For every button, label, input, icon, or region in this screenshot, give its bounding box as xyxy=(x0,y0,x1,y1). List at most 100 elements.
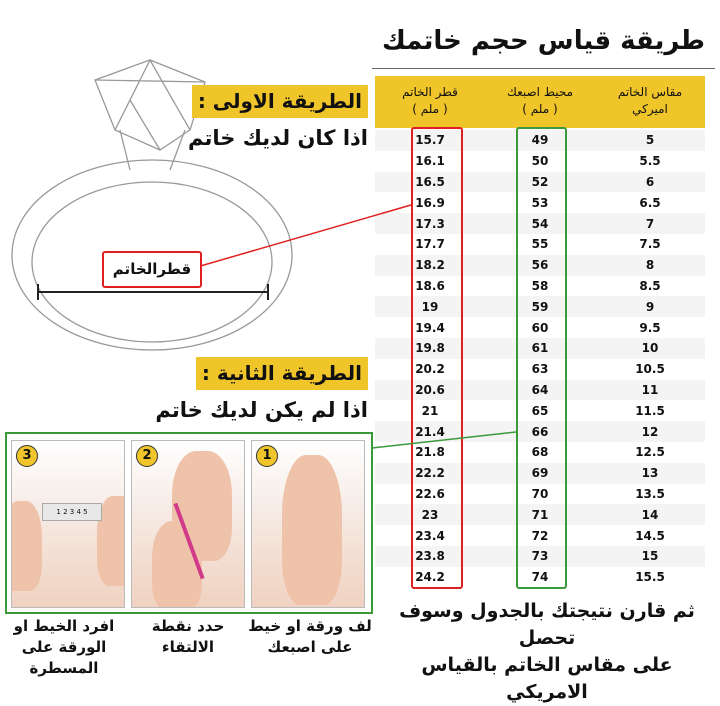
steps-panel: 3 1 2 3 4 5 2 1 xyxy=(5,432,373,614)
header-us-size: مقاس الخاتم اميركي xyxy=(617,85,683,116)
table-row: 22.6 70 13.5 xyxy=(375,484,705,505)
method1-label: الطريقة الاولى : xyxy=(191,85,368,118)
method2-label: الطريقة الثانية : xyxy=(195,357,368,390)
circumference-highlight xyxy=(516,127,567,589)
divider xyxy=(372,68,715,69)
us-size-cell: 11 xyxy=(641,382,659,397)
step2-caption: حدد نقطة الالتقاء xyxy=(151,617,225,656)
step3-badge: 3 xyxy=(16,445,38,467)
green-connector xyxy=(371,431,517,449)
table-row: 22.2 69 13 xyxy=(375,462,705,484)
diameter-cell: 15.7 xyxy=(415,133,445,148)
table-row: 20.2 63 10.5 xyxy=(375,359,705,380)
table-row: 19 59 9 xyxy=(375,296,705,318)
size-table: 15.7 49 5 16.1 50 5.5 16.5 52 6 16.9 53 6.5 17.3 54 7 1… xyxy=(375,130,705,588)
circumference-cell: 60 xyxy=(531,320,549,335)
step2-photo: 2 xyxy=(131,440,245,608)
circumference-cell: 64 xyxy=(531,382,549,397)
us-size-cell: 12 xyxy=(641,424,659,439)
footer-instructions: ثم قارن نتيجتك بالجدول وسوف تحصل على مقاس… xyxy=(399,600,695,703)
diameter-highlight xyxy=(411,127,463,589)
page-title: طريقة قياس حجم خاتمك xyxy=(381,26,706,56)
step3-caption: افرد الخيط او الورقة على المسطرة xyxy=(13,617,115,677)
table-row: 18.2 56 8 xyxy=(375,254,705,276)
circumference-cell: 59 xyxy=(531,299,549,314)
circumference-cell: 54 xyxy=(531,216,549,231)
circumference-cell: 65 xyxy=(531,403,549,418)
table-row: 23 71 14 xyxy=(375,504,705,526)
red-connector xyxy=(196,204,412,268)
circumference-cell: 74 xyxy=(531,570,549,585)
step1-badge: 1 xyxy=(256,445,278,467)
diameter-cell: 18.2 xyxy=(415,258,445,273)
step2-badge: 2 xyxy=(136,445,158,467)
table-row: 21.8 68 12.5 xyxy=(375,442,705,463)
diameter-cell: 19 xyxy=(421,299,439,314)
step1-photo: 1 xyxy=(251,440,365,608)
table-row: 16.1 50 5.5 xyxy=(375,151,705,172)
ruler-icon: 1 2 3 4 5 xyxy=(42,503,102,521)
diameter-cell: 23.4 xyxy=(415,528,445,543)
step1-caption: لف ورقة او خيط على اصبعك xyxy=(248,617,372,656)
circumference-cell: 58 xyxy=(531,278,549,293)
table-row: 16.5 52 6 xyxy=(375,171,705,193)
diameter-cell: 21.4 xyxy=(415,424,445,439)
circumference-cell: 66 xyxy=(531,424,549,439)
method1-text: اذا كان لديك خاتم xyxy=(188,126,368,150)
ring-band-inner xyxy=(31,181,273,343)
circumference-cell: 50 xyxy=(531,154,549,169)
us-size-cell: 8.5 xyxy=(639,278,661,293)
circumference-cell: 68 xyxy=(531,445,549,460)
table-row: 21.4 66 12 xyxy=(375,421,705,442)
table-row: 20.6 64 11 xyxy=(375,379,705,401)
diameter-cell: 19.8 xyxy=(415,341,445,356)
us-size-cell: 9.5 xyxy=(639,320,661,335)
diameter-label: قطرالخاتم xyxy=(102,251,202,288)
table-row: 17.7 55 7.5 xyxy=(375,234,705,255)
us-size-cell: 8 xyxy=(645,258,655,273)
circumference-cell: 72 xyxy=(531,528,549,543)
table-row: 19.4 60 9.5 xyxy=(375,317,705,338)
circumference-cell: 63 xyxy=(531,362,549,377)
diameter-cell: 20.6 xyxy=(415,382,445,397)
us-size-cell: 9 xyxy=(645,299,655,314)
circumference-cell: 56 xyxy=(531,258,549,273)
table-row: 19.8 61 10 xyxy=(375,337,705,359)
step3-photo: 3 1 2 3 4 5 xyxy=(11,440,125,608)
us-size-cell: 14.5 xyxy=(635,528,665,543)
ring-sketch xyxy=(11,58,517,449)
circumference-cell: 70 xyxy=(531,486,549,501)
diameter-cell: 20.2 xyxy=(415,362,445,377)
us-size-cell: 10.5 xyxy=(635,362,665,377)
table-row: 24.2 74 15.5 xyxy=(375,567,705,588)
circumference-cell: 61 xyxy=(531,341,549,356)
diameter-cell: 23.8 xyxy=(415,549,445,564)
table-row: 23.4 72 14.5 xyxy=(375,525,705,546)
diameter-cell: 17.3 xyxy=(415,216,445,231)
us-size-cell: 13 xyxy=(641,466,659,481)
diameter-cell: 16.1 xyxy=(415,154,445,169)
diameter-cell: 17.7 xyxy=(415,237,445,252)
table-row: 16.9 53 6.5 xyxy=(375,192,705,213)
circumference-cell: 53 xyxy=(531,195,549,210)
us-size-cell: 12.5 xyxy=(635,445,665,460)
diameter-cell: 23 xyxy=(421,507,439,522)
us-size-cell: 13.5 xyxy=(635,486,665,501)
us-size-cell: 7 xyxy=(645,216,655,231)
us-size-cell: 6 xyxy=(645,174,655,189)
circumference-cell: 52 xyxy=(531,174,549,189)
diameter-cell: 18.6 xyxy=(415,278,445,293)
diameter-cell: 24.2 xyxy=(415,570,445,585)
circumference-cell: 69 xyxy=(531,466,549,481)
diameter-cell: 21.8 xyxy=(415,445,445,460)
us-size-cell: 6.5 xyxy=(639,195,661,210)
method2-text: اذا لم يكن لديك خاتم xyxy=(155,398,368,422)
us-size-cell: 15 xyxy=(641,549,659,564)
header-circumference: محيط اصبعك( ملم ) xyxy=(506,85,574,116)
diameter-cell: 22.6 xyxy=(415,486,445,501)
table-row: 21 65 11.5 xyxy=(375,400,705,421)
circumference-cell: 49 xyxy=(531,133,549,148)
table-row: 23.8 73 15 xyxy=(375,545,705,567)
diameter-cell: 21 xyxy=(421,403,439,418)
table-row: 15.7 49 5 xyxy=(375,130,705,151)
